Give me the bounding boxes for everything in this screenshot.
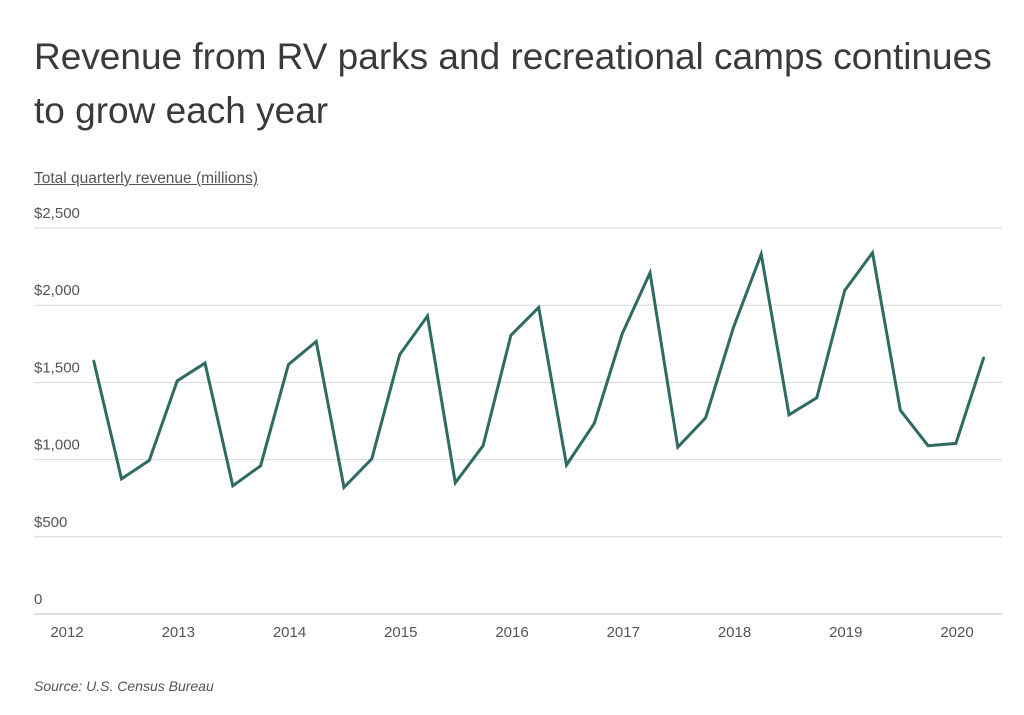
- data-point: [815, 396, 819, 400]
- x-tick-label: 2016: [495, 624, 528, 641]
- data-point: [509, 334, 513, 337]
- data-point: [676, 446, 679, 449]
- x-tick-label: 2017: [607, 624, 640, 641]
- series-line: [92, 248, 986, 491]
- gridlines: [34, 227, 1002, 615]
- data-point: [565, 463, 568, 467]
- x-tick-label: 2014: [273, 624, 306, 641]
- data-point: [787, 413, 791, 417]
- data-point: [92, 359, 95, 362]
- x-tick-label: 2018: [718, 624, 751, 641]
- data-point: [704, 416, 707, 420]
- x-tick-label: 2013: [162, 624, 195, 641]
- x-tick-labels: 2012 2013 2014 2015 2016 2017 2018 2019 2020: [50, 624, 973, 641]
- data-point: [982, 356, 985, 359]
- data-point: [926, 444, 930, 447]
- x-tick-label: 2019: [829, 624, 862, 641]
- chart-title: Revenue from RV parks and recreational c…: [34, 36, 992, 131]
- data-point: [203, 361, 207, 365]
- data-point: [593, 422, 596, 425]
- data-point: [342, 486, 346, 489]
- x-tick-label: 2015: [384, 624, 417, 641]
- source-note: Source: U.S. Census Bureau: [34, 678, 214, 694]
- data-point: [481, 444, 485, 447]
- x-tick-label: 2012: [50, 624, 83, 641]
- data-point: [760, 253, 763, 256]
- data-point: [398, 353, 401, 356]
- data-point: [954, 442, 958, 445]
- data-point: [175, 379, 179, 383]
- data-point: [648, 271, 652, 274]
- y-tick-label: $500: [34, 514, 67, 531]
- data-point: [871, 251, 874, 254]
- series-group: [92, 248, 986, 491]
- y-tick-label: 0: [34, 591, 42, 608]
- data-point: [732, 326, 735, 329]
- y-tick-label: $2,500: [34, 205, 80, 222]
- y-tick-label: $1,500: [34, 359, 80, 376]
- data-point: [899, 408, 902, 412]
- data-point: [287, 363, 290, 366]
- y-tick-labels: 0 $500 $1,000 $1,500 $2,000 $2,500: [34, 205, 80, 608]
- data-point: [148, 459, 151, 462]
- data-point: [370, 457, 374, 461]
- data-point: [454, 481, 457, 484]
- data-point: [426, 314, 429, 318]
- data-point: [315, 340, 318, 343]
- y-axis-label: Total quarterly revenue (millions): [34, 170, 258, 187]
- data-point: [259, 464, 262, 467]
- y-tick-label: $2,000: [34, 282, 80, 299]
- data-point: [843, 289, 846, 292]
- data-point: [620, 332, 624, 335]
- data-point: [537, 306, 540, 309]
- data-point: [120, 477, 123, 481]
- data-point: [231, 484, 234, 488]
- y-tick-label: $1,000: [34, 437, 80, 454]
- x-tick-label: 2020: [940, 624, 973, 641]
